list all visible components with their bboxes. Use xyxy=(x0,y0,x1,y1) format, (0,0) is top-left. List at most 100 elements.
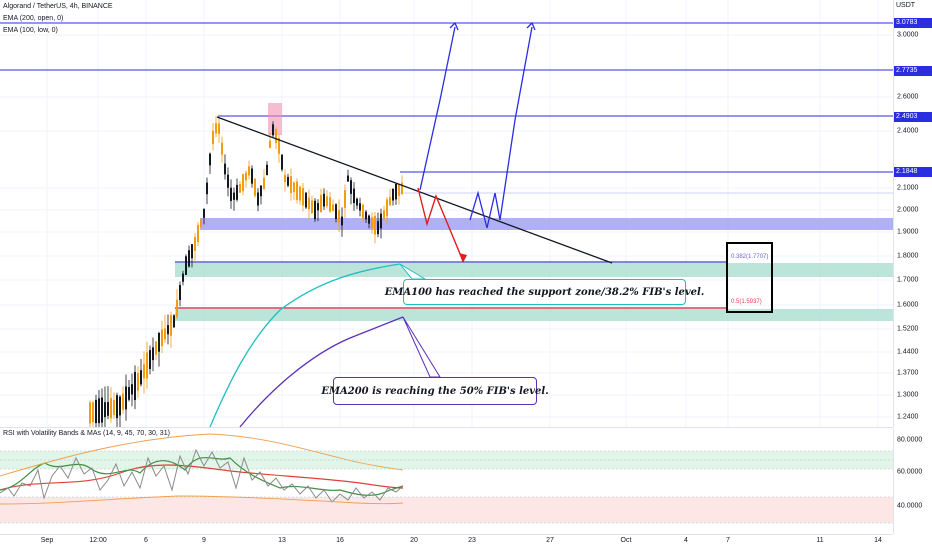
candle-body xyxy=(401,182,403,195)
bullish-scenario-path xyxy=(469,26,533,229)
fib-highlight-box xyxy=(726,242,773,313)
candle-body xyxy=(182,273,184,282)
candle-body xyxy=(260,185,262,197)
support-zone xyxy=(200,218,893,230)
fib-382-label: 0.382(1.7707) xyxy=(731,254,769,260)
candle-body xyxy=(302,188,304,206)
candle-body xyxy=(179,285,181,300)
candle-body xyxy=(218,123,220,134)
candle-body xyxy=(332,204,334,212)
candle-body xyxy=(398,184,400,196)
rsi-lower-band xyxy=(0,495,404,505)
candle-body xyxy=(191,244,193,259)
candle-body xyxy=(185,256,187,275)
price-tick-label: 1.2400 xyxy=(897,413,919,421)
candle-body xyxy=(194,237,196,251)
rsi-line xyxy=(0,448,404,503)
rsi-legend[interactable]: RSI with Volatility Bands & MAs (14, 9, … xyxy=(3,430,170,437)
candle-body xyxy=(272,124,274,136)
price-tick-label: 1.8000 xyxy=(897,252,919,260)
candle-body xyxy=(365,211,367,220)
candle-body xyxy=(92,402,94,423)
candle-body xyxy=(149,350,151,369)
peak-highlight xyxy=(268,103,282,135)
rsi-axis[interactable]: 80.0000 60.0000 40.0000 xyxy=(893,428,932,534)
candle-body xyxy=(134,371,136,401)
candle-body xyxy=(341,216,343,226)
candle-body xyxy=(197,225,199,242)
candle-body xyxy=(254,178,256,196)
time-tick-label: 9 xyxy=(202,537,206,544)
price-tick-label: 2.0000 xyxy=(897,206,919,214)
price-tag-label: 2.7735 xyxy=(894,66,932,76)
candle-body xyxy=(278,138,280,154)
candle-body xyxy=(167,325,169,335)
ema100-legend[interactable]: EMA (100, low, 0) xyxy=(3,27,58,34)
candle-body xyxy=(347,175,349,182)
candle-body xyxy=(152,347,154,361)
candle-body xyxy=(308,197,310,210)
candle-body xyxy=(317,203,319,211)
candle-body xyxy=(356,198,358,206)
time-axis[interactable]: Sep 12:00 6 9 13 16 20 23 27 Oct 4 7 11 14 xyxy=(0,534,893,551)
candle-body xyxy=(386,199,388,217)
time-tick-label: 23 xyxy=(468,537,476,544)
candle-body xyxy=(209,153,211,166)
candle-body xyxy=(143,364,145,379)
rsi-pane[interactable]: RSI with Volatility Bands & MAs (14, 9, … xyxy=(0,428,893,534)
price-tick-label: 3.0000 xyxy=(897,31,919,39)
candle-body xyxy=(392,188,394,201)
time-tick-label: 20 xyxy=(410,537,418,544)
rsi-tick-label: 80.0000 xyxy=(897,436,923,444)
ema100-line xyxy=(209,263,401,427)
time-tick-label: 14 xyxy=(874,537,882,544)
candle-body xyxy=(380,213,382,229)
candle-body xyxy=(320,194,322,213)
rsi-overbought-zone xyxy=(0,451,893,469)
candle-body xyxy=(104,402,106,418)
candle-body xyxy=(263,177,265,189)
candle-body xyxy=(119,396,121,416)
candle-body xyxy=(113,400,115,415)
candle-body xyxy=(176,299,178,318)
candle-body xyxy=(245,172,247,181)
time-tick-label: 6 xyxy=(144,537,148,544)
chart-title[interactable]: Algorand / TetherUS, 4h, BINANCE xyxy=(3,3,113,10)
ema200-legend[interactable]: EMA (200, open, 0) xyxy=(3,15,64,22)
price-chart-canvas[interactable] xyxy=(0,0,893,427)
candle-body xyxy=(287,176,289,186)
candle-body xyxy=(98,398,100,424)
time-tick-label: 13 xyxy=(278,537,286,544)
time-tick-label: 27 xyxy=(546,537,554,544)
time-tick-label: 12:00 xyxy=(89,537,107,544)
candle-body xyxy=(275,129,277,144)
candle-body xyxy=(95,399,97,424)
candle-body xyxy=(137,372,139,391)
rsi-upper-band xyxy=(0,433,404,477)
candle-body xyxy=(383,210,385,219)
price-axis[interactable]: USDT 3.0000 2.6000 2.4000 2.1000 2.0000 1.900… xyxy=(893,0,932,427)
price-chart-pane[interactable]: Algorand / TetherUS, 4h, BINANCE EMA (20… xyxy=(0,0,893,428)
candle-body xyxy=(374,215,376,235)
candle-body xyxy=(230,187,232,201)
bullish-arrow-head xyxy=(526,21,536,31)
candle-body xyxy=(389,197,391,206)
candle-body xyxy=(173,315,175,328)
candle-body xyxy=(107,402,109,416)
price-tick-label: 1.9000 xyxy=(897,228,919,236)
candle-body xyxy=(296,181,298,200)
price-tick-label: 1.6000 xyxy=(897,301,919,309)
candle-body xyxy=(395,183,397,200)
candle-body xyxy=(359,203,361,211)
candle-body xyxy=(305,192,307,208)
rsi-canvas[interactable] xyxy=(0,428,893,534)
candle-body xyxy=(161,329,163,347)
price-tick-label: 2.1000 xyxy=(897,184,919,192)
bullish-scenario-path xyxy=(419,26,456,191)
candle-body xyxy=(251,168,253,184)
candle-body xyxy=(215,123,217,134)
candle-body xyxy=(362,204,364,219)
candle-body xyxy=(239,184,241,193)
candle-body xyxy=(344,190,346,208)
price-tick-label: 2.6000 xyxy=(897,93,919,101)
